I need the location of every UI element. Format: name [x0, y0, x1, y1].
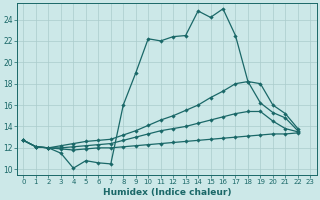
X-axis label: Humidex (Indice chaleur): Humidex (Indice chaleur) [103, 188, 231, 197]
